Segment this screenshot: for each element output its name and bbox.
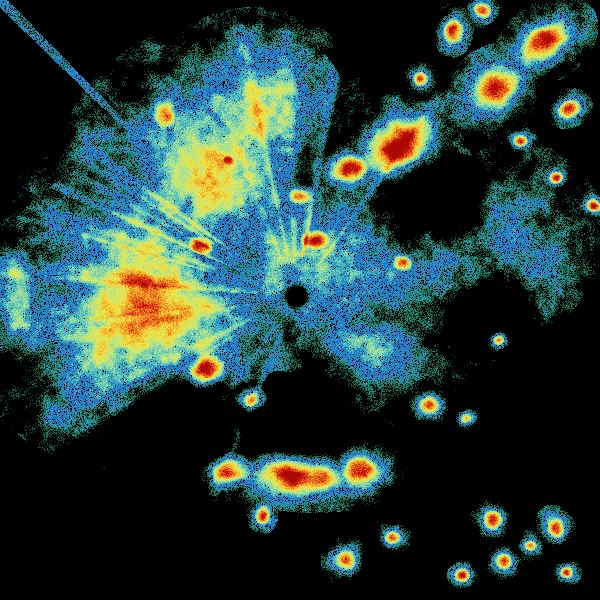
radar-reflectivity-canvas[interactable] — [0, 0, 600, 600]
radar-image-viewport[interactable] — [0, 0, 600, 600]
